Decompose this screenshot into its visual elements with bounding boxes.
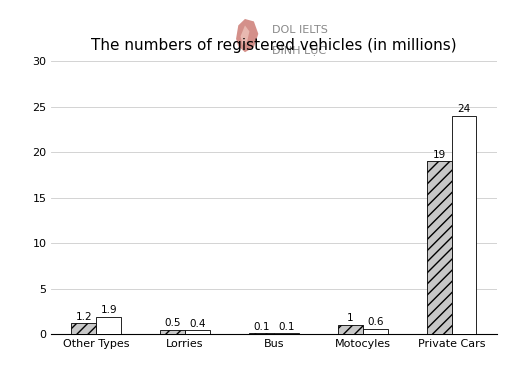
Bar <box>274 333 299 334</box>
Text: 24: 24 <box>457 104 471 114</box>
Text: 19: 19 <box>433 150 446 160</box>
Bar <box>72 323 96 334</box>
Bar <box>96 317 121 334</box>
Text: ĐÌNH LỤC: ĐÌNH LỤC <box>272 43 326 55</box>
Bar <box>338 325 362 334</box>
Legend: 1996, 2006: 1996, 2006 <box>193 381 355 384</box>
Text: 0.1: 0.1 <box>253 321 270 331</box>
Bar <box>249 333 274 334</box>
Text: 0.1: 0.1 <box>278 321 294 331</box>
Text: 0.4: 0.4 <box>189 319 206 329</box>
Text: 0.5: 0.5 <box>164 318 181 328</box>
Text: 1.9: 1.9 <box>100 305 117 315</box>
Bar <box>426 161 452 334</box>
Bar <box>452 116 476 334</box>
Bar <box>185 331 210 334</box>
Bar <box>160 329 185 334</box>
Text: 1: 1 <box>347 313 354 323</box>
Title: The numbers of registered vehicles (in millions): The numbers of registered vehicles (in m… <box>91 38 457 53</box>
Polygon shape <box>241 25 249 45</box>
Text: DOL IELTS: DOL IELTS <box>272 25 328 35</box>
Polygon shape <box>236 19 259 52</box>
Text: 1.2: 1.2 <box>76 311 92 321</box>
Bar <box>362 329 388 334</box>
Text: 0.6: 0.6 <box>367 317 383 327</box>
